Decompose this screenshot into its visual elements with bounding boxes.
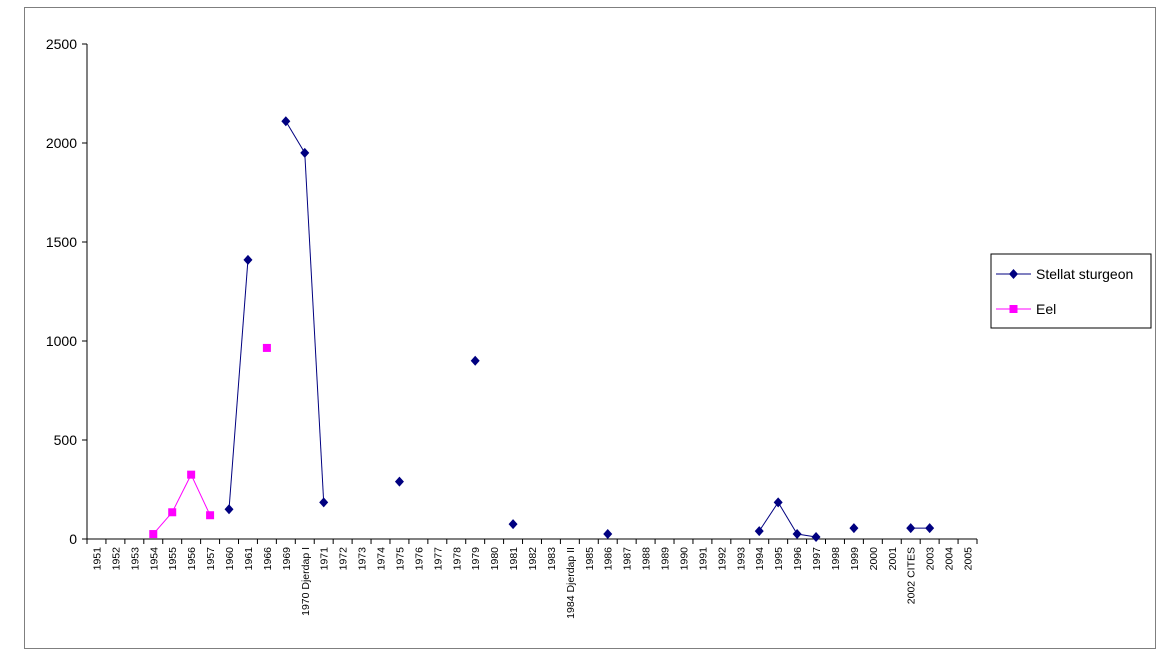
x-tick-label-44: 2003 (925, 547, 937, 571)
x-tick-label-24: 1983 (546, 547, 558, 571)
series-1 (149, 343, 271, 539)
y-tick-label-4: 2000 (46, 135, 77, 151)
series-1-point-4 (168, 508, 177, 517)
chart-frame: 0 500 1000 1500 2000 2500 1951 1952 1953 1954 195… (24, 7, 1156, 649)
series-0-point-44 (925, 523, 935, 534)
x-tick-label-27: 1986 (603, 547, 615, 571)
series-0-point-20 (470, 355, 480, 366)
x-tick-label-7: 1960 (224, 547, 236, 571)
x-tick-label-28: 1987 (622, 547, 634, 571)
series-0-point-38 (811, 532, 821, 543)
y-tick-label-5: 2500 (46, 36, 77, 52)
series-0-point-16 (394, 476, 404, 487)
x-tick-label-34: 1993 (735, 547, 747, 571)
series-1-point-3 (149, 530, 158, 539)
series-0-point-37 (792, 529, 802, 540)
y-tick-label-2: 1000 (46, 333, 77, 349)
x-tick-label-5: 1956 (186, 547, 198, 571)
series-0-point-22 (508, 519, 518, 530)
series-0-point-8 (243, 254, 253, 265)
y-axis: 0 500 1000 1500 2000 2500 (46, 36, 88, 547)
series-1-segment-5 (190, 474, 211, 516)
legend-marker-1 (1009, 305, 1018, 313)
series-0-segment-10 (285, 120, 306, 154)
x-tick-label-42: 2001 (887, 547, 899, 571)
series-1-segment-4 (171, 474, 192, 513)
x-tick-label-16: 1975 (394, 547, 406, 571)
x-tick-label-10: 1969 (281, 547, 293, 571)
x-tick-label-4: 1955 (167, 547, 179, 571)
series-0-point-35 (754, 526, 764, 537)
x-tick-label-29: 1988 (641, 547, 653, 571)
series-0-point-12 (319, 497, 329, 508)
x-tick-label-46: 2005 (963, 547, 975, 571)
x-tick-label-15: 1974 (376, 547, 388, 571)
x-tick-label-0: 1951 (91, 547, 103, 571)
x-tick-label-37: 1996 (792, 547, 804, 571)
series-0-segment-35 (758, 502, 779, 532)
x-tick-label-23: 1982 (527, 547, 539, 571)
x-tick-label-14: 1973 (357, 547, 369, 571)
x-tick-label-43: 2002 CITES (906, 547, 918, 604)
legend-marker-0 (1009, 269, 1018, 279)
x-tick-label-19: 1978 (451, 547, 463, 571)
y-tick-label-1: 500 (54, 432, 78, 448)
x-tick-label-35: 1994 (754, 547, 766, 571)
series-0-point-11 (300, 147, 310, 158)
series-0-point-40 (849, 523, 859, 534)
series-0-point-36 (773, 497, 783, 508)
series-layer (149, 116, 935, 543)
x-tick-label-41: 2000 (868, 547, 880, 571)
legend: Stellat sturgeon Eel (990, 253, 1152, 329)
series-0-segment-11 (304, 152, 325, 503)
x-tick-label-33: 1992 (716, 547, 728, 571)
x-tick-label-20: 1979 (470, 547, 482, 571)
x-tick-label-13: 1972 (338, 547, 350, 571)
x-tick-label-22: 1981 (508, 547, 520, 571)
y-tick-label-0: 0 (69, 531, 77, 547)
series-0-point-27 (603, 529, 613, 540)
series-0-segment-7 (228, 259, 249, 510)
x-tick-label-32: 1991 (697, 547, 709, 571)
x-axis: 1951 1952 1953 1954 1955 1956 1957 1960 1961 1966… (86, 538, 978, 619)
x-tick-label-3: 1954 (148, 547, 160, 571)
legend-label-0: Stellat sturgeon (1036, 266, 1133, 282)
x-tick-label-9: 1966 (262, 547, 274, 571)
legend-box (990, 253, 1152, 329)
series-0-point-10 (281, 116, 291, 127)
series-0 (224, 116, 935, 543)
x-tick-label-17: 1976 (413, 547, 425, 571)
x-tick-label-11: 1970 Djerdap I (300, 547, 312, 616)
x-tick-label-40: 1999 (849, 547, 861, 571)
series-1-point-5 (187, 470, 196, 479)
x-tick-label-26: 1985 (584, 547, 596, 571)
x-tick-label-21: 1980 (489, 547, 501, 571)
series-1-point-9 (262, 343, 271, 352)
series-0-segment-36 (777, 502, 798, 535)
x-tick-label-45: 2004 (944, 547, 956, 571)
x-tick-label-12: 1971 (319, 547, 331, 571)
x-tick-label-25: 1984 Djerdap II (565, 547, 577, 619)
legend-label-1: Eel (1036, 301, 1056, 317)
series-0-point-7 (224, 504, 234, 515)
x-tick-label-18: 1977 (432, 547, 444, 571)
x-tick-label-39: 1998 (830, 547, 842, 571)
x-tick-label-1: 1952 (110, 547, 122, 571)
y-tick-label-3: 1500 (46, 234, 77, 250)
x-tick-label-2: 1953 (129, 547, 141, 571)
x-tick-label-31: 1990 (678, 547, 690, 571)
x-tick-label-30: 1989 (660, 547, 672, 571)
series-0-point-43 (906, 523, 916, 534)
x-tick-label-38: 1997 (811, 547, 823, 571)
x-tick-label-8: 1961 (243, 547, 255, 571)
series-1-point-6 (206, 511, 215, 520)
x-tick-label-6: 1957 (205, 547, 217, 571)
x-tick-label-36: 1995 (773, 547, 785, 571)
